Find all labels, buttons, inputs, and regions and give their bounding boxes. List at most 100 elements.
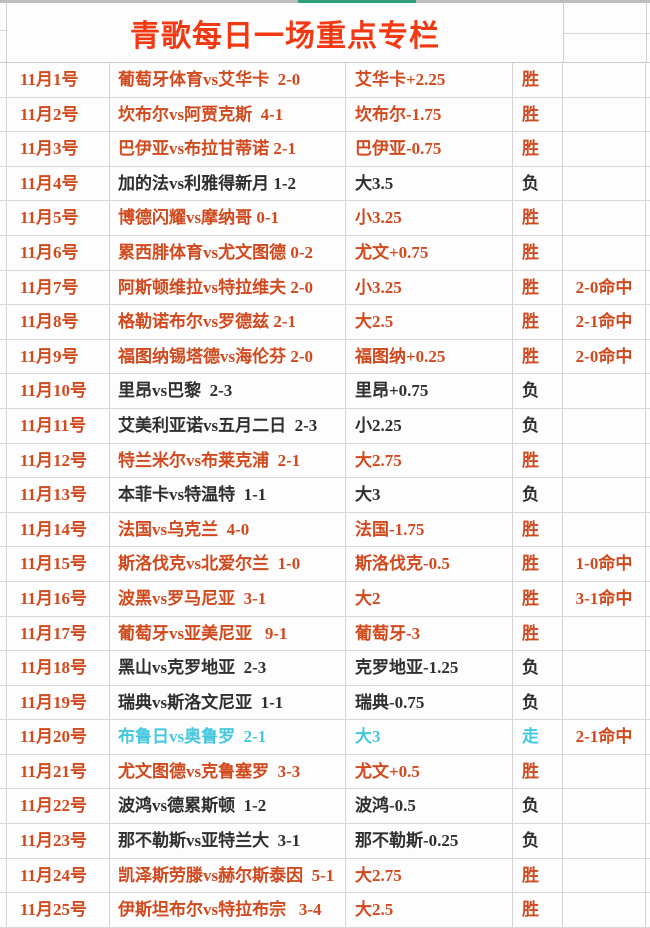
cell-result: 胜 [513, 235, 563, 270]
cell-date: 11月17号 [7, 616, 110, 651]
row-sliver-cell [0, 270, 7, 305]
cell-date: 11月16号 [7, 581, 110, 616]
cell-hit [563, 789, 646, 824]
table-row: 11月24号 凯泽斯劳滕vs赫尔斯泰因 5-1 大2.75 胜 [0, 858, 650, 894]
row-right-sliver-cell [646, 444, 650, 478]
row-sliver-cell [0, 132, 7, 166]
row-sliver-cell [0, 754, 7, 789]
cell-date: 11月1号 [7, 63, 110, 97]
cell-result: 负 [513, 651, 563, 685]
row-sliver-cell [0, 374, 7, 408]
cell-match: 伊斯坦布尔vs特拉布宗 3-4 [110, 893, 346, 927]
cell-result: 负 [513, 789, 563, 824]
row-sliver-cell [0, 789, 7, 824]
cell-match: 波黑vs罗马尼亚 3-1 [110, 581, 346, 616]
cell-result: 胜 [513, 858, 563, 893]
cell-result: 胜 [513, 97, 563, 132]
table-row: 11月8号 格勒诺布尔vs罗德兹 2-1 大2.5 胜 2-1命中 [0, 305, 650, 340]
row-right-sliver-cell [646, 98, 650, 132]
cell-hit [563, 201, 646, 235]
cell-bet: 大3.5 [346, 166, 513, 201]
table-row: 11月14号 法国vs乌克兰 4-0 法国-1.75 胜 [0, 512, 650, 548]
cell-hit [563, 824, 646, 858]
table-row: 11月10号 里昂vs巴黎 2-3 里昂+0.75 负 [0, 374, 650, 409]
cell-result: 负 [513, 478, 563, 512]
table-row: 11月1号 葡萄牙体育vs艾华卡 2-0 艾华卡+2.25 胜 [0, 63, 650, 98]
cell-date: 11月5号 [7, 201, 110, 235]
cell-result: 负 [513, 824, 563, 858]
cell-result: 负 [513, 685, 563, 720]
cell-match: 福图纳锡塔德vs海伦芬 2-0 [110, 339, 346, 374]
row-right-sliver-cell [646, 63, 650, 97]
row-right-sliver-cell [646, 513, 650, 547]
cell-bet: 大2.75 [346, 858, 513, 893]
cell-bet: 小3.25 [346, 270, 513, 305]
row-right-sliver-cell [646, 755, 650, 789]
row-sliver-cell [0, 685, 7, 720]
row-sliver-cell [0, 443, 7, 478]
cell-hit [563, 512, 646, 547]
cell-date: 11月3号 [7, 132, 110, 166]
table-row: 11月22号 波鸿vs德累斯顿 1-2 波鸿-0.5 负 [0, 789, 650, 825]
cell-match: 阿斯顿维拉vs特拉维夫 2-0 [110, 270, 346, 305]
row-sliver-cell [0, 63, 7, 97]
cell-match: 瑞典vs斯洛文尼亚 1-1 [110, 685, 346, 720]
cell-date: 11月10号 [7, 374, 110, 408]
cell-result: 走 [513, 720, 563, 754]
cell-match: 格勒诺布尔vs罗德兹 2-1 [110, 305, 346, 339]
row-right-sliver-cell [646, 893, 650, 927]
table-row: 11月20号 布鲁日vs奥鲁罗 2-1 大3 走 2-1命中 [0, 720, 650, 755]
cell-hit [563, 132, 646, 166]
cell-bet: 巴伊亚-0.75 [346, 132, 513, 166]
right-sliver-cell [646, 3, 650, 62]
row-right-sliver-cell [646, 305, 650, 339]
row-sliver-cell [0, 201, 7, 235]
cell-date: 11月21号 [7, 754, 110, 789]
table-row: 11月16号 波黑vs罗马尼亚 3-1 大2 胜 3-1命中 [0, 581, 650, 617]
cell-result: 胜 [513, 305, 563, 339]
row-right-sliver-cell [646, 720, 650, 754]
cell-hit [563, 97, 646, 132]
cell-match: 里昂vs巴黎 2-3 [110, 374, 346, 408]
cell-date: 11月13号 [7, 478, 110, 512]
cell-hit [563, 63, 646, 97]
cell-bet: 尤文+0.75 [346, 235, 513, 270]
cell-hit: 3-1命中 [563, 581, 646, 616]
cell-result: 胜 [513, 270, 563, 305]
cell-result: 胜 [513, 443, 563, 478]
cell-date: 11月25号 [7, 893, 110, 927]
cell-match: 法国vs乌克兰 4-0 [110, 512, 346, 547]
cell-date: 11月18号 [7, 651, 110, 685]
cell-result: 胜 [513, 63, 563, 97]
cell-result: 胜 [513, 616, 563, 651]
table-row: 11月11号 艾美利亚诺vs五月二日 2-3 小2.25 负 [0, 408, 650, 444]
cell-hit [563, 166, 646, 201]
row-right-sliver-cell [646, 132, 650, 166]
table-row: 11月2号 坎布尔vs阿贾克斯 4-1 坎布尔-1.75 胜 [0, 97, 650, 133]
cell-hit [563, 858, 646, 893]
cell-bet: 大2.75 [346, 443, 513, 478]
row-sliver-cell [0, 651, 7, 685]
table-row: 11月7号 阿斯顿维拉vs特拉维夫 2-0 小3.25 胜 2-0命中 [0, 270, 650, 306]
cell-result: 胜 [513, 512, 563, 547]
row-sliver-cell [0, 408, 7, 443]
row-sliver-cell [0, 339, 7, 374]
cell-date: 11月15号 [7, 547, 110, 581]
row-right-sliver-cell [646, 651, 650, 685]
right-header-cell [563, 3, 646, 62]
cell-hit [563, 616, 646, 651]
row-right-sliver-cell [646, 686, 650, 720]
row-sliver-cell [0, 97, 7, 132]
row-right-sliver-cell [646, 582, 650, 616]
cell-date: 11月12号 [7, 443, 110, 478]
row-sliver-cell [0, 616, 7, 651]
cell-bet: 那不勒斯-0.25 [346, 824, 513, 858]
cell-result: 胜 [513, 132, 563, 166]
cell-date: 11月19号 [7, 685, 110, 720]
cell-date: 11月20号 [7, 720, 110, 754]
cell-match: 波鸿vs德累斯顿 1-2 [110, 789, 346, 824]
row-right-sliver-cell [646, 409, 650, 443]
table-row: 11月3号 巴伊亚vs布拉甘蒂诺 2-1 巴伊亚-0.75 胜 [0, 132, 650, 167]
cell-bet: 大2.5 [346, 305, 513, 339]
